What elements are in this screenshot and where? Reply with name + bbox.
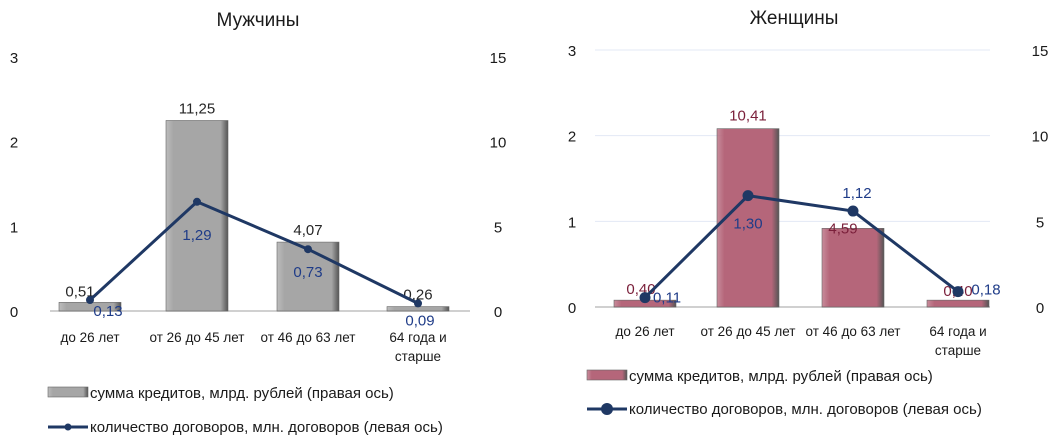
right-axis-tick-label: 5 (1036, 214, 1044, 231)
chart-title: Мужчины (217, 10, 300, 31)
category-label-line: старше (935, 343, 981, 358)
category-label: от 26 до 45 лет (150, 330, 245, 345)
category-label: от 26 до 45 лет (701, 324, 796, 339)
legend-bar-swatch (586, 369, 628, 381)
left-axis-tick-label: 0 (568, 300, 576, 317)
right-axis-tick-label: 5 (494, 219, 502, 236)
line-data-label: 1,30 (733, 216, 762, 233)
line-point (742, 190, 754, 202)
line-data-label: 0,13 (93, 303, 122, 320)
right-axis-tick-label: 15 (1032, 43, 1049, 60)
bar-data-label: 0,51 (65, 283, 94, 300)
line-point (193, 197, 201, 206)
line-point (952, 286, 964, 298)
category-label: до 26 лет (60, 330, 119, 345)
line-point (639, 292, 651, 304)
line-point (86, 295, 94, 304)
category-label: 64 года и старше (389, 330, 446, 364)
right-axis-tick-label: 0 (494, 304, 502, 321)
bar (276, 241, 340, 312)
line-data-label: 0,11 (653, 290, 681, 307)
category-label: до 26 лет (615, 324, 674, 339)
line-point (304, 245, 312, 254)
left-axis-tick-label: 2 (10, 135, 18, 152)
category-label: от 46 до 63 лет (261, 330, 356, 345)
left-axis-tick-label: 2 (568, 129, 576, 146)
bar-data-label: 10,41 (729, 108, 767, 125)
line-point (414, 299, 422, 308)
bar-data-label: 11,25 (179, 101, 215, 118)
legend-bar-label: сумма кредитов, млрд. рублей (правая ось… (629, 368, 933, 385)
series-line (88, 200, 419, 305)
legend-bar-swatch (47, 386, 89, 398)
bar-data-label: 4,59 (828, 220, 857, 237)
line-data-label: 1,12 (842, 185, 871, 202)
chart-men: Мужчины01230510150,5111,254,070,260,131,… (10, 10, 507, 436)
right-axis-tick-label: 15 (490, 50, 507, 67)
category-label-line: старше (395, 349, 441, 364)
line-data-label: 0,73 (293, 264, 322, 281)
left-axis-tick-label: 3 (568, 43, 576, 60)
legend-line-label: количество договоров, млн. договоров (ле… (629, 401, 982, 418)
left-axis-tick-label: 0 (10, 304, 18, 321)
bar-data-label: 4,07 (293, 222, 322, 239)
category-label-line: 64 года и (929, 324, 986, 339)
line-data-label: 0,09 (405, 312, 434, 329)
right-axis-tick-label: 10 (490, 135, 507, 152)
chart-women: Женщины01230510150,4010,414,590,400,111,… (568, 8, 1049, 418)
left-axis-tick-label: 3 (10, 50, 18, 67)
left-axis-tick-label: 1 (568, 214, 576, 231)
line-point (847, 205, 859, 217)
legend-line-marker (64, 423, 72, 431)
line-data-label: 0,18 (971, 282, 1000, 299)
legend-line-marker (601, 403, 613, 415)
legend-line-label: количество договоров, млн. договоров (ле… (90, 419, 443, 436)
category-label: 64 года и старше (929, 324, 986, 358)
right-axis-tick-label: 0 (1036, 300, 1044, 317)
series-line (643, 194, 959, 299)
bar (821, 228, 885, 308)
right-axis-tick-label: 10 (1032, 129, 1049, 146)
category-label: от 46 до 63 лет (806, 324, 901, 339)
bar (165, 120, 229, 312)
category-label-line: 64 года и (389, 330, 446, 345)
legend-bar-label: сумма кредитов, млрд. рублей (правая ось… (90, 385, 394, 402)
left-axis-tick-label: 1 (10, 219, 18, 236)
line-data-label: 1,29 (182, 227, 211, 244)
bar (926, 299, 990, 308)
chart-title: Женщины (750, 8, 839, 29)
